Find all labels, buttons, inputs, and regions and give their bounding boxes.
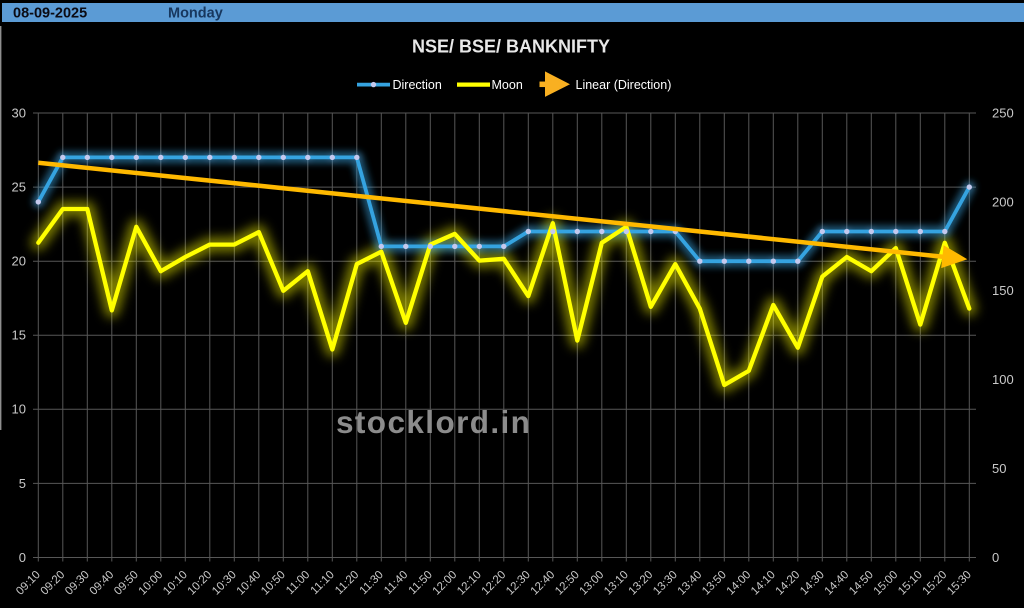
- svg-text:0: 0: [19, 550, 26, 565]
- svg-text:250: 250: [992, 105, 1014, 120]
- svg-text:25: 25: [12, 180, 26, 195]
- svg-text:08-09-2025: 08-09-2025: [13, 6, 87, 22]
- svg-text:Monday: Monday: [168, 6, 223, 22]
- svg-text:150: 150: [992, 283, 1014, 298]
- svg-text:30: 30: [12, 105, 26, 120]
- svg-text:15: 15: [12, 328, 26, 343]
- svg-text:20: 20: [12, 254, 26, 269]
- svg-text:stocklord.in: stocklord.in: [336, 404, 531, 440]
- svg-text:Linear (Direction): Linear (Direction): [576, 78, 672, 92]
- svg-text:200: 200: [992, 194, 1014, 209]
- svg-text:Moon: Moon: [492, 78, 523, 92]
- svg-text:10: 10: [12, 402, 26, 417]
- svg-text:100: 100: [992, 372, 1014, 387]
- svg-text:NSE/ BSE/ BANKNIFTY: NSE/ BSE/ BANKNIFTY: [412, 37, 610, 57]
- svg-text:Direction: Direction: [393, 78, 442, 92]
- svg-text:5: 5: [19, 476, 26, 491]
- svg-text:50: 50: [992, 461, 1006, 476]
- svg-text:0: 0: [992, 550, 999, 565]
